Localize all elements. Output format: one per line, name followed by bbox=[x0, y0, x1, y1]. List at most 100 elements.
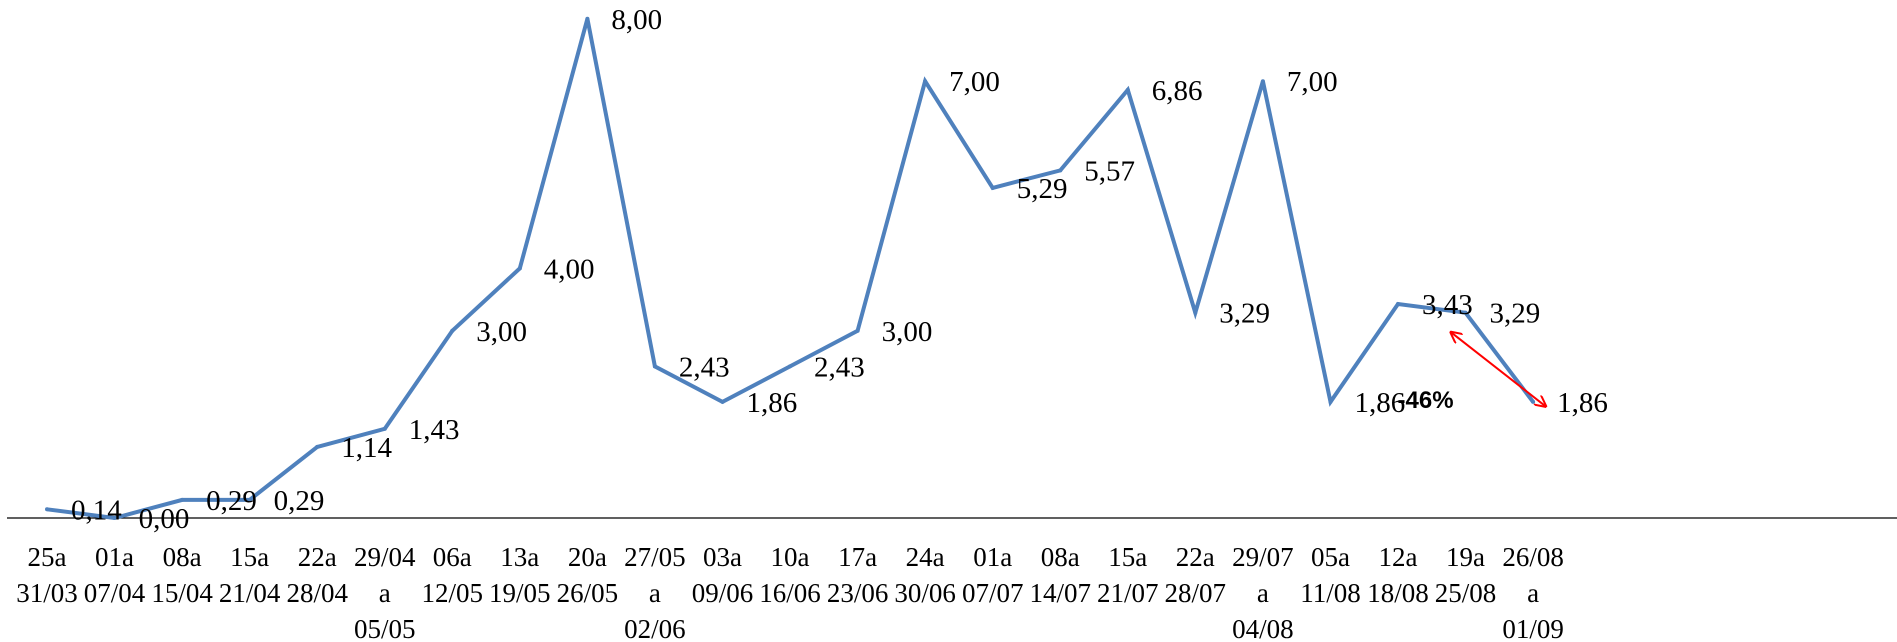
annotation-layer: -46% bbox=[1398, 333, 1546, 414]
data-label: 0,29 bbox=[274, 485, 325, 517]
x-tick-label-line: 24a bbox=[906, 542, 945, 572]
data-point bbox=[45, 507, 49, 512]
x-tick-label: 15a 21/04 bbox=[219, 542, 281, 608]
x-tick-label-line: 06a bbox=[433, 542, 472, 572]
x-tick-label-line: 08a bbox=[1041, 542, 1080, 572]
x-tick-label-line: 20a bbox=[568, 542, 607, 572]
x-tick-label-line: a bbox=[649, 578, 661, 608]
data-label: 0,29 bbox=[206, 485, 257, 517]
x-tick-label-line: 22a bbox=[298, 542, 337, 572]
data-label: 1,86 bbox=[747, 387, 798, 419]
x-tick-label: 15a 21/07 bbox=[1097, 542, 1159, 608]
data-label: 3,00 bbox=[476, 316, 527, 348]
x-tick-label: 05a 11/08 bbox=[1300, 542, 1361, 608]
x-tick-label-line: 03a bbox=[703, 542, 742, 572]
data-label: 0,14 bbox=[71, 494, 122, 526]
x-tick-label: 06a 12/05 bbox=[422, 542, 484, 608]
data-point bbox=[1531, 399, 1536, 404]
x-tick-label-line: 12/05 bbox=[422, 578, 484, 608]
x-tick-label-line: 02/06 bbox=[624, 614, 686, 642]
data-label: 0,00 bbox=[139, 503, 190, 535]
x-tick-label: 03a 09/06 bbox=[692, 542, 754, 608]
data-label: 2,43 bbox=[814, 351, 865, 383]
data-label: 3,29 bbox=[1219, 298, 1270, 330]
x-tick-label-line: 21/04 bbox=[219, 578, 281, 608]
data-point bbox=[112, 516, 117, 520]
data-label: 1,86 bbox=[1557, 387, 1608, 419]
x-tick-label-line: 21/07 bbox=[1097, 578, 1159, 608]
data-point bbox=[1463, 310, 1468, 315]
data-label: 7,00 bbox=[1287, 66, 1338, 98]
x-tick-label-line: 05/05 bbox=[354, 614, 416, 642]
data-point bbox=[517, 266, 522, 271]
data-label: 1,14 bbox=[341, 432, 392, 464]
data-point bbox=[315, 444, 320, 449]
x-tick-label-line: 30/06 bbox=[894, 578, 956, 608]
data-label: 4,00 bbox=[544, 253, 595, 285]
change-percent-label: -46% bbox=[1398, 387, 1454, 414]
x-tick-label: 22a 28/07 bbox=[1165, 542, 1227, 608]
x-tick-label: 29/07 a 04/08 bbox=[1232, 542, 1294, 642]
data-label: 6,86 bbox=[1152, 75, 1203, 107]
x-tick-label-line: 29/04 bbox=[354, 542, 416, 572]
x-tick-label-line: 04/08 bbox=[1232, 614, 1294, 642]
data-point bbox=[855, 328, 860, 333]
data-point bbox=[247, 497, 252, 502]
x-tick-label: 27/05 a 02/06 bbox=[624, 542, 686, 642]
x-tick-label-line: 05a bbox=[1311, 542, 1350, 572]
x-tick-label: 12a 18/08 bbox=[1367, 542, 1429, 608]
x-tick-label: 29/04 a 05/05 bbox=[354, 542, 416, 642]
data-labels-layer: 0,14 0,00 0,29 0,29 1,14 1,43 3,00 4,00 8,00 2,43… bbox=[71, 4, 1608, 535]
x-tick-label-line: a bbox=[1257, 578, 1269, 608]
x-tick-label-line: 19a bbox=[1446, 542, 1485, 572]
x-tick-label-line: 13a bbox=[500, 542, 539, 572]
data-point bbox=[788, 364, 792, 369]
x-tick-label-line: 15/04 bbox=[151, 578, 213, 608]
data-point bbox=[652, 364, 657, 369]
x-tick-label-line: 01/09 bbox=[1502, 614, 1564, 642]
data-point bbox=[990, 185, 995, 190]
x-tick-label-line: 22a bbox=[1176, 542, 1215, 572]
x-tick-label-line: 01a bbox=[95, 542, 134, 572]
x-tick-label-line: 01a bbox=[973, 542, 1012, 572]
x-tick-label: 17a 23/06 bbox=[827, 542, 889, 608]
x-tick-label: 01a 07/07 bbox=[962, 542, 1024, 608]
data-label: 7,00 bbox=[949, 66, 1000, 98]
x-tick-label-line: 28/07 bbox=[1165, 578, 1227, 608]
x-tick-label-line: 27/05 bbox=[624, 542, 686, 572]
x-tick-label: 13a 19/05 bbox=[489, 542, 551, 608]
x-tick-label: 20a 26/05 bbox=[557, 542, 619, 608]
data-point bbox=[720, 399, 725, 404]
data-point bbox=[382, 426, 387, 431]
data-label: 1,86 bbox=[1355, 387, 1406, 419]
x-tick-label-line: 31/03 bbox=[16, 578, 78, 608]
data-label: 5,57 bbox=[1084, 155, 1135, 187]
x-tick-label-line: 23/06 bbox=[827, 578, 889, 608]
data-label: 8,00 bbox=[611, 4, 662, 36]
data-point bbox=[585, 16, 590, 21]
data-label: 3,43 bbox=[1422, 289, 1473, 321]
data-point bbox=[1193, 310, 1198, 315]
x-tick-label-line: 29/07 bbox=[1232, 542, 1294, 572]
data-label: 2,43 bbox=[679, 351, 730, 383]
data-point bbox=[923, 79, 928, 84]
x-tick-label-line: a bbox=[379, 578, 391, 608]
data-point bbox=[450, 328, 455, 333]
x-tick-label-line: 12a bbox=[1379, 542, 1418, 572]
x-tick-label: 08a 14/07 bbox=[1030, 542, 1092, 608]
x-tick-label-line: 18/08 bbox=[1367, 578, 1429, 608]
x-tick-label-line: 15a bbox=[1108, 542, 1147, 572]
x-tick-label-line: 08a bbox=[163, 542, 202, 572]
x-tick-label-line: 25/08 bbox=[1435, 578, 1497, 608]
x-tick-label: 26/08 a 01/09 bbox=[1502, 542, 1564, 642]
data-label: 1,43 bbox=[409, 414, 460, 446]
x-tick-label-line: 17a bbox=[838, 542, 877, 572]
x-tick-labels-layer: 25a 31/03 01a 07/04 08a 15/04 15a 21/04 22a 28/04… bbox=[16, 542, 1564, 642]
data-label: 3,29 bbox=[1490, 298, 1541, 330]
x-tick-label: 22a 28/04 bbox=[286, 542, 348, 608]
x-tick-label: 19a 25/08 bbox=[1435, 542, 1497, 608]
x-tick-label-line: 10a bbox=[771, 542, 810, 572]
data-point bbox=[1328, 399, 1333, 404]
data-point bbox=[1260, 79, 1265, 84]
